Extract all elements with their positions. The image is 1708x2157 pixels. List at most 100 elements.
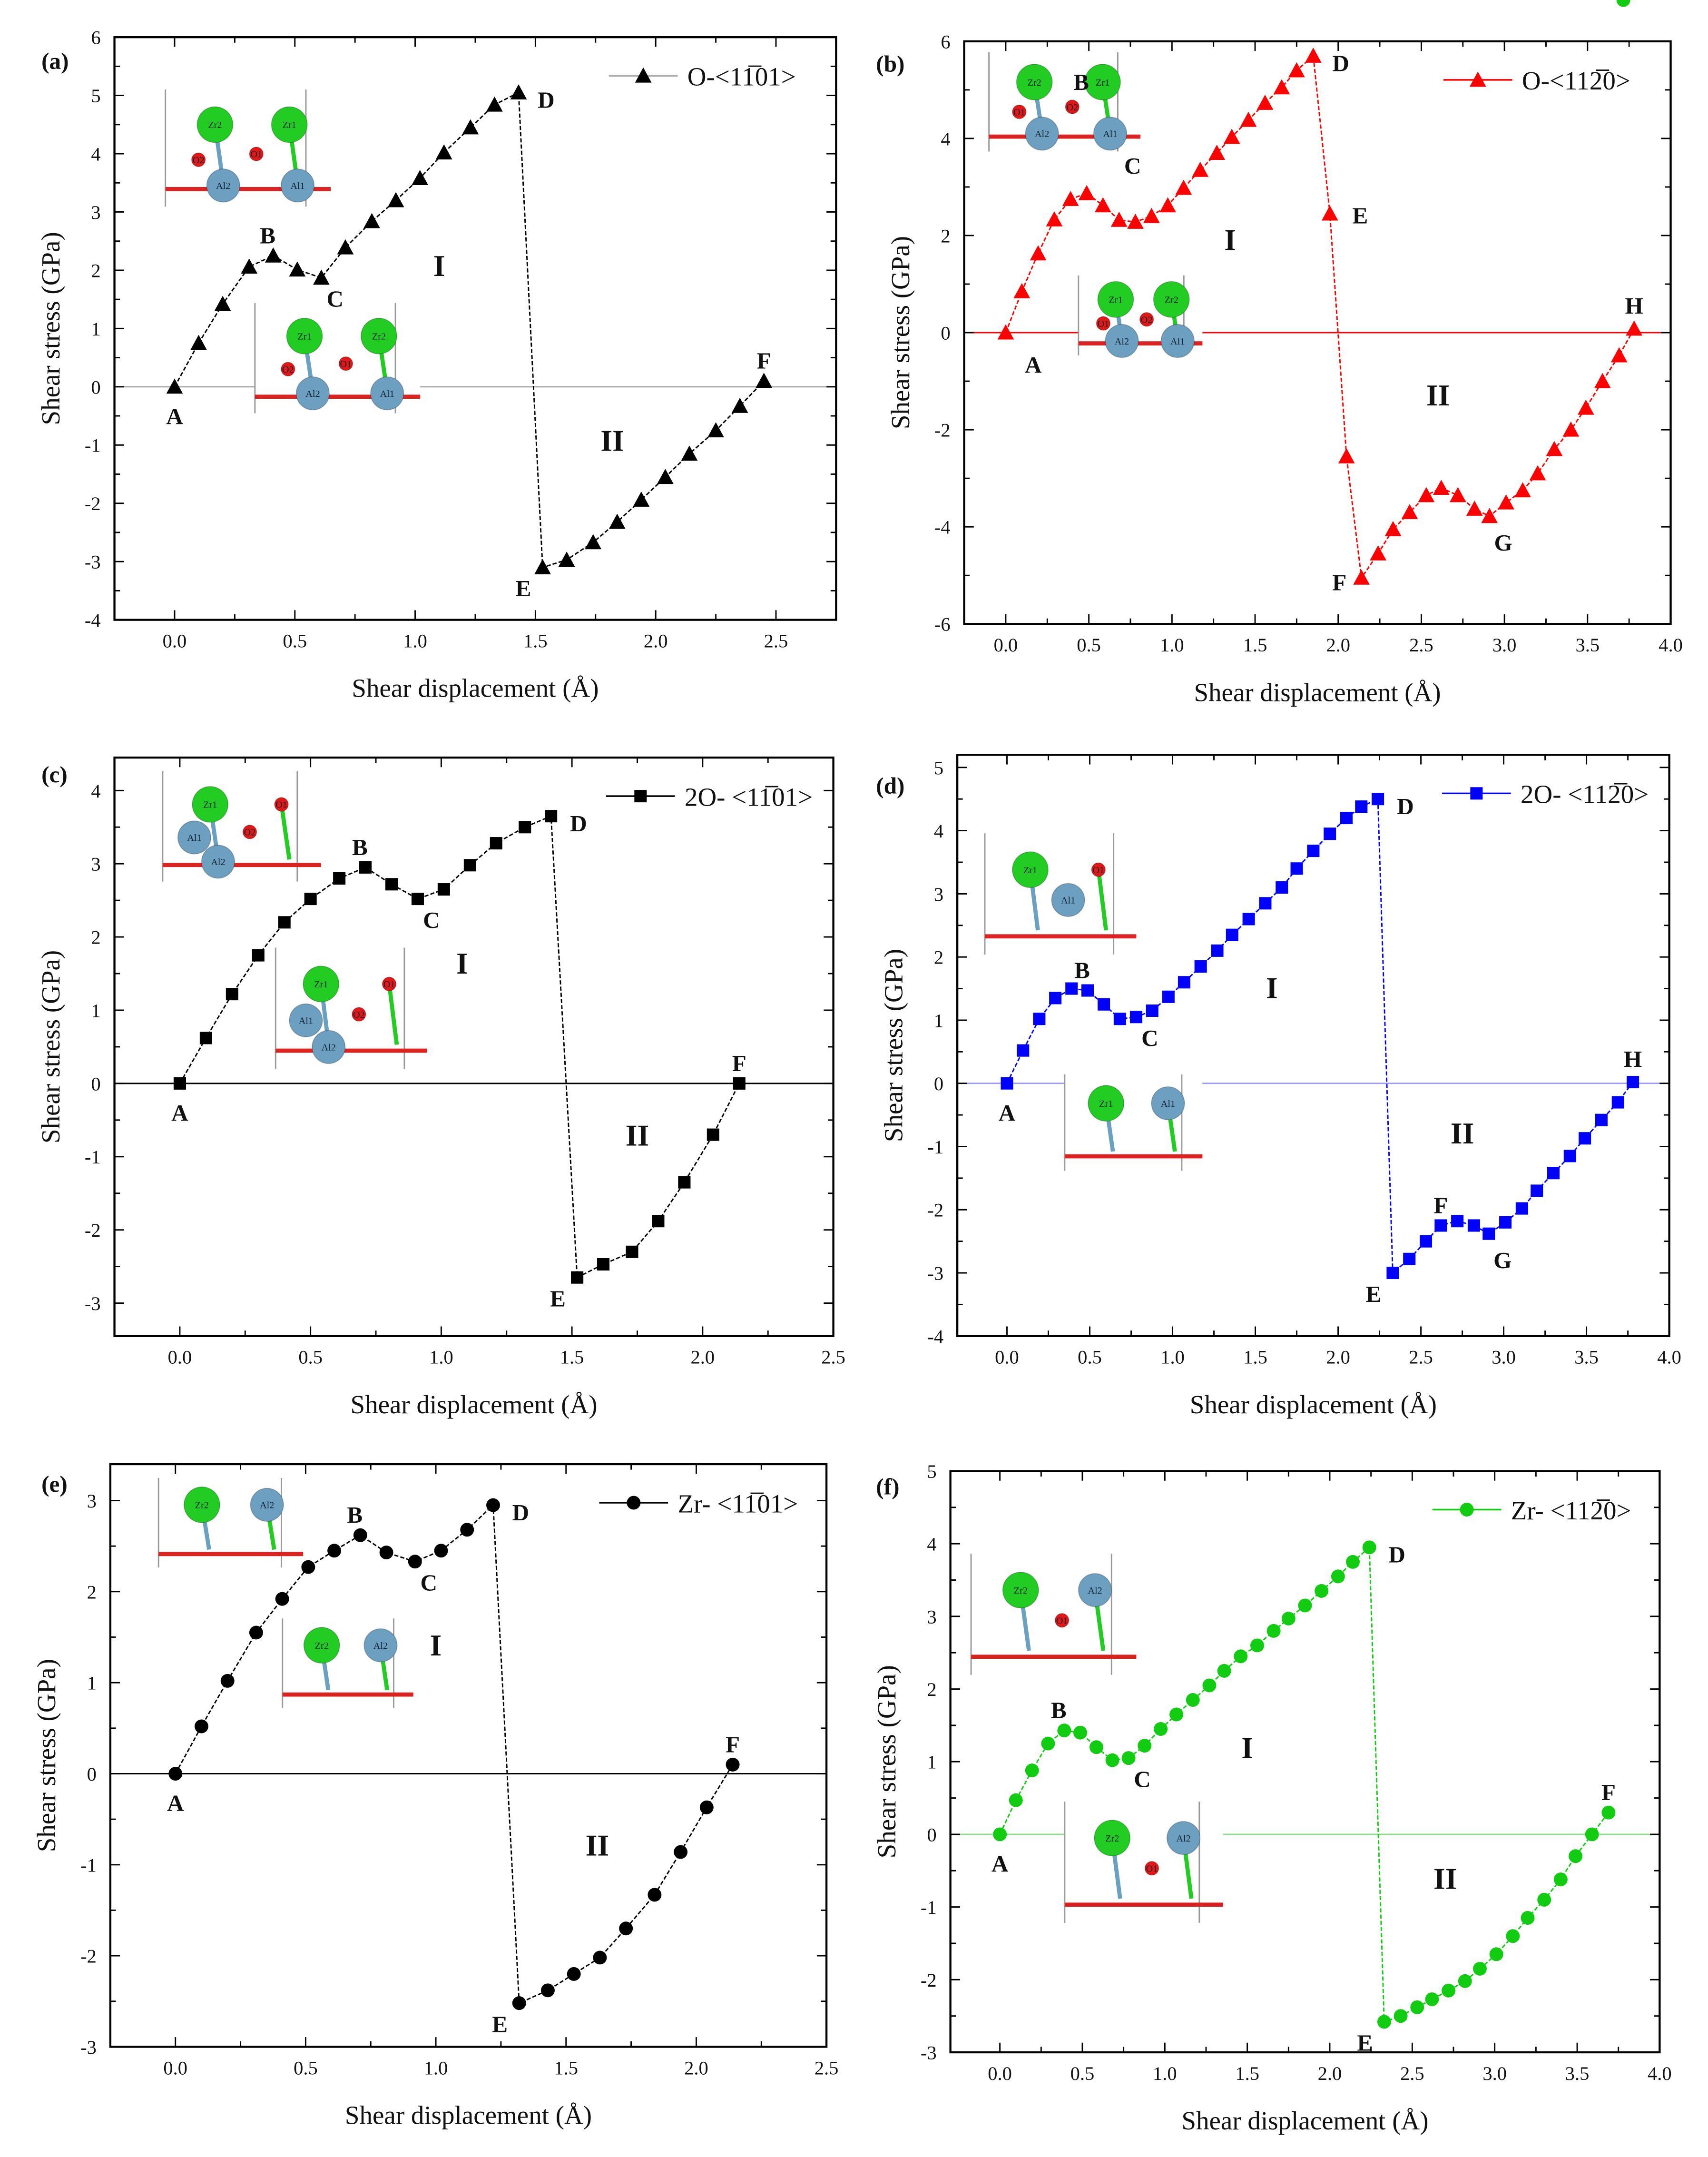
region-label: II bbox=[1451, 1116, 1474, 1150]
y-tick-label: 0 bbox=[91, 376, 100, 398]
y-tick-label: 2 bbox=[934, 947, 943, 968]
data-point bbox=[1138, 1739, 1152, 1753]
atom-al1 bbox=[280, 168, 315, 203]
atom-label: Zr1 bbox=[1099, 1099, 1113, 1109]
data-point bbox=[1418, 487, 1435, 502]
atom-al2 bbox=[206, 168, 240, 203]
y-tick-label: 0 bbox=[87, 1763, 97, 1785]
point-label: H bbox=[1624, 1046, 1642, 1072]
atom-al1 bbox=[289, 1003, 323, 1037]
data-point bbox=[1041, 1736, 1055, 1751]
y-axis-title: Shear stress (GPa) bbox=[36, 950, 65, 1143]
y-tick-label: -2 bbox=[85, 493, 101, 514]
data-point bbox=[359, 861, 372, 874]
data-point bbox=[1033, 1013, 1046, 1025]
point-label: C bbox=[1124, 153, 1141, 179]
y-tick-label: 4 bbox=[927, 1534, 936, 1555]
atom-o1 bbox=[1012, 104, 1027, 119]
atom-label: O1 bbox=[275, 800, 287, 810]
x-tick-label: 2.5 bbox=[1409, 1347, 1433, 1368]
point-label: E bbox=[492, 2011, 508, 2037]
atom-o1 bbox=[1091, 862, 1106, 877]
data-point bbox=[363, 213, 380, 228]
atom-zr2 bbox=[196, 106, 234, 143]
atom-o2 bbox=[1139, 312, 1154, 327]
data-point bbox=[1489, 1947, 1503, 1961]
point-label: A bbox=[167, 1790, 184, 1816]
y-tick-label: -1 bbox=[927, 1136, 943, 1158]
x-tick-label: 2.0 bbox=[691, 1347, 715, 1368]
region-label: II bbox=[586, 1829, 609, 1862]
plot-frame bbox=[956, 754, 1670, 1337]
x-axis-title: Shear displacement (Å) bbox=[1194, 678, 1441, 707]
bond bbox=[387, 984, 399, 1045]
data-point bbox=[168, 1767, 183, 1781]
data-point bbox=[1250, 1638, 1264, 1653]
point-label: B bbox=[352, 834, 368, 860]
x-tick-label: 0.0 bbox=[168, 1347, 192, 1368]
region-label: I bbox=[433, 249, 445, 283]
atom-label: O2 bbox=[282, 364, 294, 375]
data-point bbox=[1514, 482, 1531, 498]
data-point bbox=[534, 559, 551, 574]
data-point bbox=[379, 1546, 393, 1560]
legend-label: 2O- <112̅0> bbox=[1521, 780, 1649, 809]
data-point bbox=[1223, 128, 1240, 144]
point-label: F bbox=[1601, 1779, 1616, 1805]
x-tick-label: 2.0 bbox=[1318, 2063, 1342, 2084]
atom-label: O1 bbox=[383, 979, 395, 990]
atom-label: O2 bbox=[1066, 102, 1078, 113]
data-point bbox=[1089, 1740, 1103, 1754]
atom-zr2 bbox=[1094, 1820, 1131, 1857]
point-label: F bbox=[732, 1050, 746, 1076]
data-point bbox=[1276, 881, 1288, 894]
point-label: E bbox=[1353, 202, 1368, 228]
data-point bbox=[249, 1625, 263, 1640]
structure-inset: Zr1 Zr2 O2 O1 Al2 Al1 bbox=[1078, 275, 1203, 358]
point-label: H bbox=[1625, 293, 1643, 319]
data-point bbox=[1305, 48, 1322, 63]
legend-marker bbox=[1460, 1503, 1474, 1517]
atom-o2 bbox=[242, 825, 257, 839]
data-point bbox=[1563, 1150, 1576, 1162]
point-label: B bbox=[260, 222, 275, 248]
structure-inset: Zr2 Al2 O1 bbox=[1064, 1802, 1223, 1923]
data-point bbox=[993, 1827, 1007, 1842]
x-tick-label: 0.5 bbox=[283, 630, 307, 651]
y-tick-label: 0 bbox=[91, 1073, 100, 1094]
y-tick-label: -3 bbox=[85, 552, 101, 573]
data-point bbox=[1324, 827, 1336, 840]
data-point bbox=[1110, 211, 1128, 227]
y-tick-label: 3 bbox=[87, 1490, 97, 1512]
data-point bbox=[337, 239, 354, 255]
atom-label: Al1 bbox=[380, 389, 394, 399]
x-tick-label: 2.5 bbox=[815, 2057, 839, 2078]
x-tick-label: 0.0 bbox=[163, 2057, 187, 2078]
data-point bbox=[1611, 1096, 1624, 1109]
point-label: E bbox=[550, 1285, 566, 1311]
data-point bbox=[1202, 1678, 1217, 1693]
data-point bbox=[265, 247, 282, 263]
point-label: E bbox=[1365, 1281, 1381, 1307]
data-point bbox=[1208, 145, 1226, 160]
atom-label: Al2 bbox=[305, 389, 320, 399]
y-tick-label: 1 bbox=[927, 1752, 936, 1773]
data-point bbox=[1009, 1793, 1023, 1807]
region-label: I bbox=[1224, 223, 1236, 257]
atom-label: Zr1 bbox=[1023, 865, 1037, 876]
data-point bbox=[1553, 1872, 1568, 1887]
x-tick-label: 0.5 bbox=[298, 1347, 323, 1368]
data-point bbox=[194, 1719, 208, 1733]
series-line bbox=[175, 1503, 734, 2004]
y-axis-title: Shear stress (GPa) bbox=[36, 232, 65, 425]
atom-zr1 bbox=[286, 317, 323, 355]
x-tick-label: 0.0 bbox=[988, 2063, 1012, 2084]
data-point bbox=[699, 1800, 714, 1814]
y-tick-label: -2 bbox=[80, 1946, 97, 1967]
data-point bbox=[214, 295, 231, 311]
x-tick-label: 2.5 bbox=[821, 1347, 845, 1368]
data-point bbox=[1078, 185, 1095, 200]
data-point bbox=[1127, 214, 1144, 229]
data-point bbox=[241, 258, 258, 274]
data-point bbox=[486, 96, 503, 112]
